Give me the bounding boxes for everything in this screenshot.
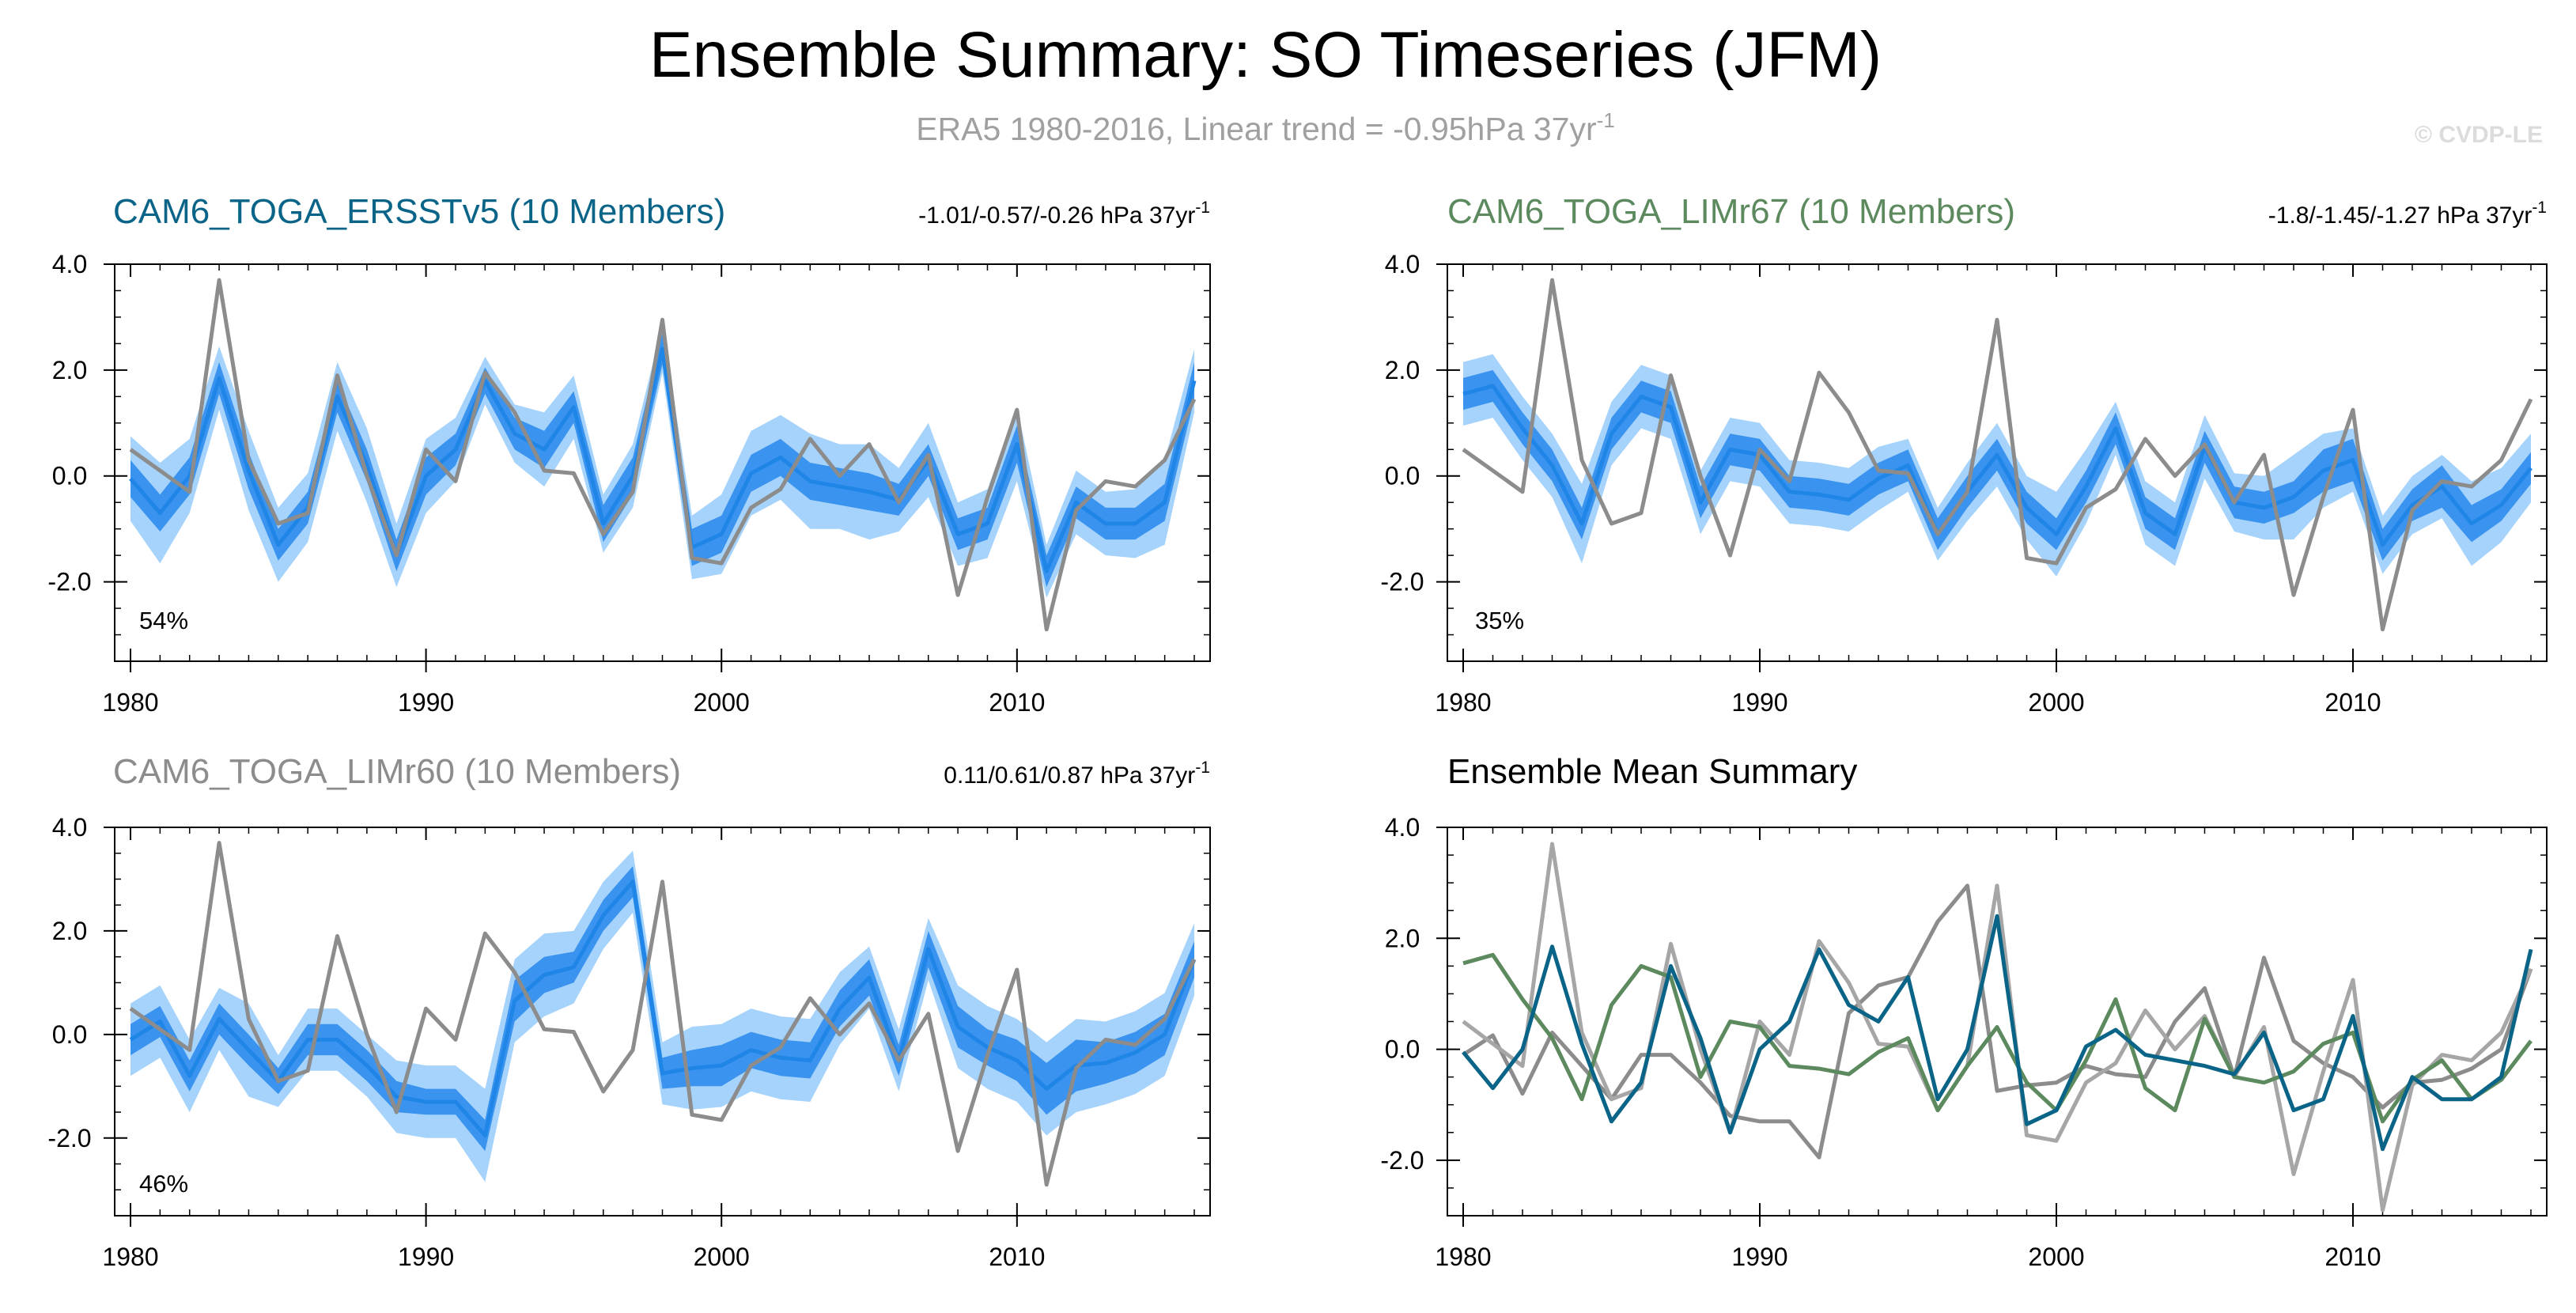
ensemble-spread-outer	[131, 850, 1194, 1182]
trend-text: -1.8/-1.45/-1.27 hPa 37yr	[2268, 202, 2532, 229]
figure-title: Ensemble Summary: SO Timeseries (JFM)	[649, 19, 1882, 91]
x-tick-label: 1980	[102, 1243, 158, 1271]
panel-percent: 54%	[139, 607, 188, 634]
trend-text: -1.01/-0.57/-0.26 hPa 37yr	[918, 202, 1195, 229]
y-tick-label: 4.0	[52, 813, 87, 842]
plot-area: 4.0 2.0 0.0 -2.0 1980 1990 2000 2010	[1380, 813, 2548, 1271]
y-tick-label: 0.0	[1385, 462, 1420, 490]
x-tick-label: 1980	[102, 688, 158, 717]
panel-title: CAM6_TOGA_ERSSTv5 (10 Members)	[113, 192, 725, 231]
y-tick-label: 2.0	[1385, 356, 1420, 384]
y-tick-label: -2.0	[1380, 1146, 1424, 1175]
panel-title: CAM6_TOGA_LIMr60 (10 Members)	[113, 752, 681, 791]
plot-area: 4.0 2.0 0.0 -2.0 1980 1990 2000 2010	[1380, 250, 2548, 717]
x-tick-label: 1990	[1731, 688, 1787, 717]
panel-trend: -1.01/-0.57/-0.26 hPa 37yr-1	[918, 199, 1210, 229]
y-tick-label: 4.0	[52, 250, 87, 278]
trend-sup: -1	[1195, 759, 1210, 777]
panel-percent: 35%	[1475, 607, 1524, 634]
subtitle-sup: -1	[1597, 108, 1615, 132]
series-line-cam6-toga-ersstv5	[1462, 914, 2533, 1152]
plot-area: 4.0 2.0 0.0 -2.0 1980 1990 2000 2010	[47, 250, 1211, 717]
ensemble-spread-outer	[131, 325, 1194, 598]
x-tick-label: 2000	[2028, 688, 2084, 717]
y-tick-label: 2.0	[52, 917, 87, 945]
y-tick-label: 4.0	[1385, 813, 1420, 842]
x-tick-label: 2010	[2324, 688, 2381, 717]
ensemble-mean-line	[129, 880, 1197, 1137]
panel-cam6-toga-limr60: CAM6_TOGA_LIMr60 (10 Members) 0.11/0.61/…	[47, 752, 1211, 1271]
x-tick-label: 2000	[2028, 1243, 2084, 1271]
y-tick-label: 0.0	[52, 1020, 87, 1049]
ensemble-mean-line	[1462, 384, 2532, 547]
y-tick-label: 0.0	[1385, 1035, 1420, 1064]
panel-cam6-toga-limr67: CAM6_TOGA_LIMr67 (10 Members) -1.8/-1.45…	[1380, 192, 2548, 717]
x-tick-label: 2010	[989, 1243, 1045, 1271]
y-tick-label: 0.0	[52, 462, 87, 490]
panel-trend: -1.8/-1.45/-1.27 hPa 37yr-1	[2268, 199, 2547, 229]
panel-title: Ensemble Mean Summary	[1447, 752, 1857, 791]
observed-line	[1462, 278, 2533, 632]
x-tick-label: 2000	[694, 1243, 750, 1271]
ensemble-spread-inner	[1463, 369, 2531, 561]
series-line-cam6-toga-limr67	[1462, 952, 2532, 1124]
y-tick-label: 4.0	[1385, 250, 1420, 278]
x-tick-label: 2010	[2324, 1243, 2381, 1271]
x-tick-label: 2000	[694, 688, 750, 717]
plot-area: 4.0 2.0 0.0 -2.0 1980 1990 2000 2010	[47, 813, 1211, 1271]
x-tick-label: 2010	[989, 688, 1045, 717]
series-line-cam6-toga-limr60	[1462, 884, 2533, 1160]
y-tick-label: 2.0	[1385, 924, 1420, 952]
observed-line	[129, 278, 1197, 632]
panel-ensemble-mean-summary: Ensemble Mean Summary 4.0 2.0 0.0 -2.0 1980 1…	[1380, 752, 2548, 1271]
panel-trend: 0.11/0.61/0.87 hPa 37yr-1	[944, 759, 1210, 789]
x-tick-label: 1990	[1731, 1243, 1787, 1271]
figure-subtitle: ERA5 1980-2016, Linear trend = -0.95hPa …	[916, 108, 1615, 147]
y-tick-label: -2.0	[47, 568, 91, 596]
x-tick-label: 1990	[398, 1243, 454, 1271]
y-tick-label: -2.0	[47, 1124, 91, 1152]
series-line-era5	[1462, 842, 2533, 1213]
subtitle-text: ERA5 1980-2016, Linear trend = -0.95hPa …	[916, 111, 1596, 147]
trend-sup: -1	[2532, 199, 2547, 217]
panel-cam6-toga-ersstv5: CAM6_TOGA_ERSSTv5 (10 Members) -1.01/-0.…	[47, 192, 1211, 717]
trend-text: 0.11/0.61/0.87 hPa 37yr	[944, 762, 1195, 789]
panel-percent: 46%	[139, 1170, 188, 1198]
panel-title: CAM6_TOGA_LIMr67 (10 Members)	[1447, 192, 2015, 231]
y-tick-label: -2.0	[1380, 568, 1424, 596]
x-tick-label: 1980	[1435, 688, 1491, 717]
trend-sup: -1	[1195, 199, 1210, 217]
x-tick-label: 1980	[1435, 1243, 1491, 1271]
x-tick-label: 1990	[398, 688, 454, 717]
y-tick-label: 2.0	[52, 356, 87, 384]
observed-line	[129, 841, 1197, 1187]
copyright-mark: © CVDP-LE	[2415, 122, 2543, 148]
ensemble-spread-inner	[131, 866, 1194, 1152]
